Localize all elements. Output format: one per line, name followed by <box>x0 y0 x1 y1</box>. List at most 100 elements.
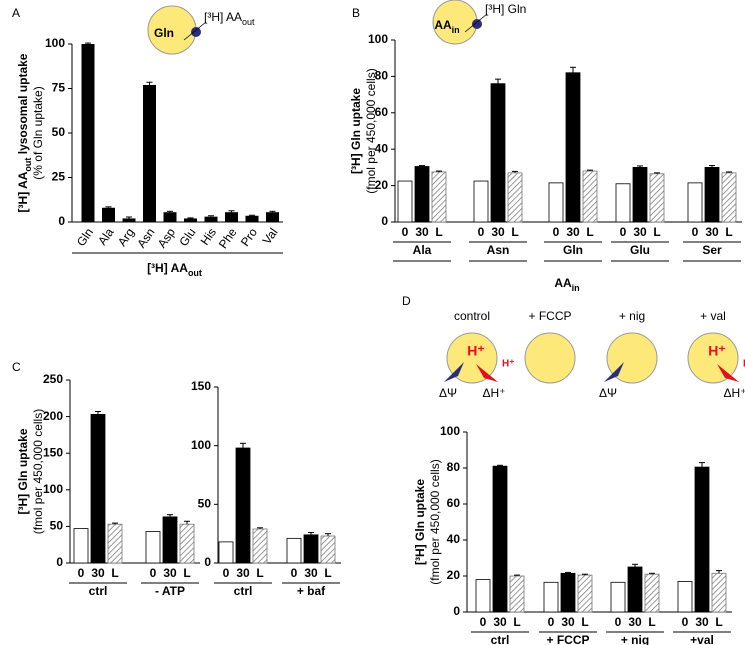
y-axis-title-part: out <box>23 158 33 172</box>
y-axis-title: [³H] AAout lysosomal uptake <box>16 53 33 212</box>
transporter <box>191 27 201 37</box>
bar <box>543 581 559 613</box>
group-label: Asn <box>487 243 510 257</box>
series-label: L <box>111 566 118 580</box>
y-tick-label: 150 <box>191 379 211 393</box>
y-tick-label: 40 <box>447 532 461 546</box>
bar <box>704 166 720 223</box>
bar <box>431 171 447 223</box>
bar <box>225 212 238 222</box>
y-axis-title-part: [³H] AA <box>16 171 30 212</box>
bar <box>577 574 593 613</box>
series-label: 30 <box>304 566 318 580</box>
y-axis-subtitle: (fmol per 450,000 cells) <box>428 459 442 584</box>
bar <box>490 83 506 223</box>
y-tick-label: 100 <box>43 482 63 496</box>
gradient-label: ΔH⁺ <box>723 386 745 400</box>
y-axis-subtitle: (% of Gln uptake) <box>31 86 45 179</box>
bar <box>303 534 319 564</box>
group-label: +val <box>690 633 714 645</box>
bar <box>632 166 648 223</box>
y-tick-label: 0 <box>58 214 65 228</box>
x-tick-label: His <box>198 226 219 248</box>
series-label: L <box>725 225 732 239</box>
y-axis-subtitle: (fmol per 450,000 cells) <box>364 68 378 193</box>
bar <box>644 573 660 613</box>
y-axis-title: [³H] Gln uptake <box>413 479 427 565</box>
bar <box>711 572 727 613</box>
series-label: 30 <box>236 566 250 580</box>
series-label: 0 <box>553 225 560 239</box>
bar <box>184 218 197 222</box>
bar <box>475 579 491 613</box>
bar <box>565 72 581 223</box>
series-label: 0 <box>402 225 409 239</box>
y-tick-label: 25 <box>52 170 66 184</box>
bar <box>252 528 268 564</box>
y-axis-title-part: lysosomal uptake <box>16 53 30 157</box>
series-label: 0 <box>150 566 157 580</box>
potential-triangle <box>444 362 464 382</box>
y-tick-label: 50 <box>198 497 212 511</box>
x-axis-title-part: [³H] AA <box>147 261 188 275</box>
series-label: L <box>715 615 722 629</box>
bar <box>492 465 508 613</box>
y-tick-label: 40 <box>375 141 389 155</box>
bar <box>615 183 631 223</box>
x-tick-label: Glu <box>176 226 198 249</box>
bar <box>90 414 106 564</box>
bar <box>204 216 218 222</box>
series-label: L <box>653 225 660 239</box>
arrow <box>464 13 488 33</box>
series-label: 30 <box>493 615 507 629</box>
series-label: 30 <box>695 615 709 629</box>
bar <box>509 575 525 613</box>
condition-label: + val <box>700 309 726 323</box>
diagram-outer-label: [³H] AAout <box>204 10 255 27</box>
x-tick-label: Val <box>260 226 281 248</box>
x-axis-title: AAin <box>554 276 579 293</box>
bar <box>143 84 156 222</box>
series-label: 0 <box>478 225 485 239</box>
series-label: 0 <box>291 566 298 580</box>
bar <box>677 581 693 613</box>
gradient-triangle <box>476 364 498 382</box>
x-tick-label: Phe <box>216 225 240 251</box>
bar <box>397 180 413 223</box>
y-tick-label: 0 <box>381 214 388 228</box>
series-label: 0 <box>480 615 487 629</box>
bar <box>610 581 626 613</box>
transporter <box>472 19 482 29</box>
panel-letter: A <box>12 6 20 20</box>
y-tick-label: 150 <box>43 445 63 459</box>
group-label: + baf <box>297 584 326 598</box>
bar <box>687 182 703 223</box>
bar <box>320 535 336 564</box>
y-tick-label: 20 <box>447 568 461 582</box>
potential-label: ΔΨ <box>599 386 617 400</box>
y-tick-label: 60 <box>447 496 461 510</box>
bar <box>163 212 177 222</box>
y-tick-label: 100 <box>440 424 460 438</box>
group-label: ctrl <box>491 633 510 645</box>
x-axis-title: [³H] AAout <box>147 261 202 278</box>
bar <box>107 523 123 564</box>
y-tick-label: 80 <box>447 460 461 474</box>
y-tick-label: 0 <box>56 555 63 569</box>
group-label: ctrl <box>89 584 108 598</box>
lysosome <box>687 332 739 384</box>
series-label: L <box>511 225 518 239</box>
y-tick-label: 0 <box>453 604 460 618</box>
bar <box>162 516 178 564</box>
bar <box>694 466 710 613</box>
series-label: 30 <box>163 566 177 580</box>
x-axis-title-part: in <box>572 283 580 293</box>
bar <box>179 523 195 564</box>
series-label: 0 <box>620 225 627 239</box>
bar <box>245 215 259 222</box>
series-label: L <box>586 225 593 239</box>
bar <box>218 541 234 564</box>
diagram-outer-label: [³H] Gln <box>485 2 526 16</box>
x-tick-label: Asn <box>134 226 157 251</box>
